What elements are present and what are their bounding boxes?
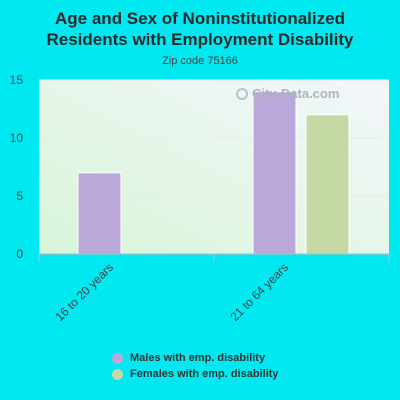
- bar-males-0: [77, 172, 122, 255]
- legend-item-males: Males with emp. disability: [112, 350, 279, 366]
- chart-title: Age and Sex of Noninstitutionalized Resi…: [0, 8, 400, 50]
- chart-title-line1: Age and Sex of Noninstitutionalized: [55, 9, 345, 28]
- x-tick-label: 21 to 64 years: [227, 260, 291, 324]
- magnifier-icon: [236, 87, 248, 100]
- bar-females-1: [305, 114, 350, 255]
- legend-label-males: Males with emp. disability: [130, 352, 266, 364]
- y-tick-label: 15: [10, 73, 24, 87]
- bar-males-1: [252, 91, 297, 255]
- watermark: City-Data.com: [236, 86, 339, 101]
- watermark-text: City-Data.com: [252, 86, 340, 101]
- y-tick-label: 10: [10, 131, 24, 145]
- chart-title-line2: Residents with Employment Disability: [46, 30, 354, 49]
- y-tick-label: 5: [16, 189, 23, 203]
- legend-swatch-males: [112, 352, 123, 364]
- chart-subtitle: Zip code 75166: [162, 55, 238, 67]
- y-tick-label: 0: [16, 247, 23, 261]
- x-tick-label: 16 to 20 years: [52, 260, 116, 324]
- legend-label-females: Females with emp. disability: [130, 368, 279, 380]
- legend: Males with emp. disability Females with …: [112, 350, 279, 382]
- legend-item-females: Females with emp. disability: [112, 366, 279, 382]
- legend-swatch-females: [112, 368, 123, 380]
